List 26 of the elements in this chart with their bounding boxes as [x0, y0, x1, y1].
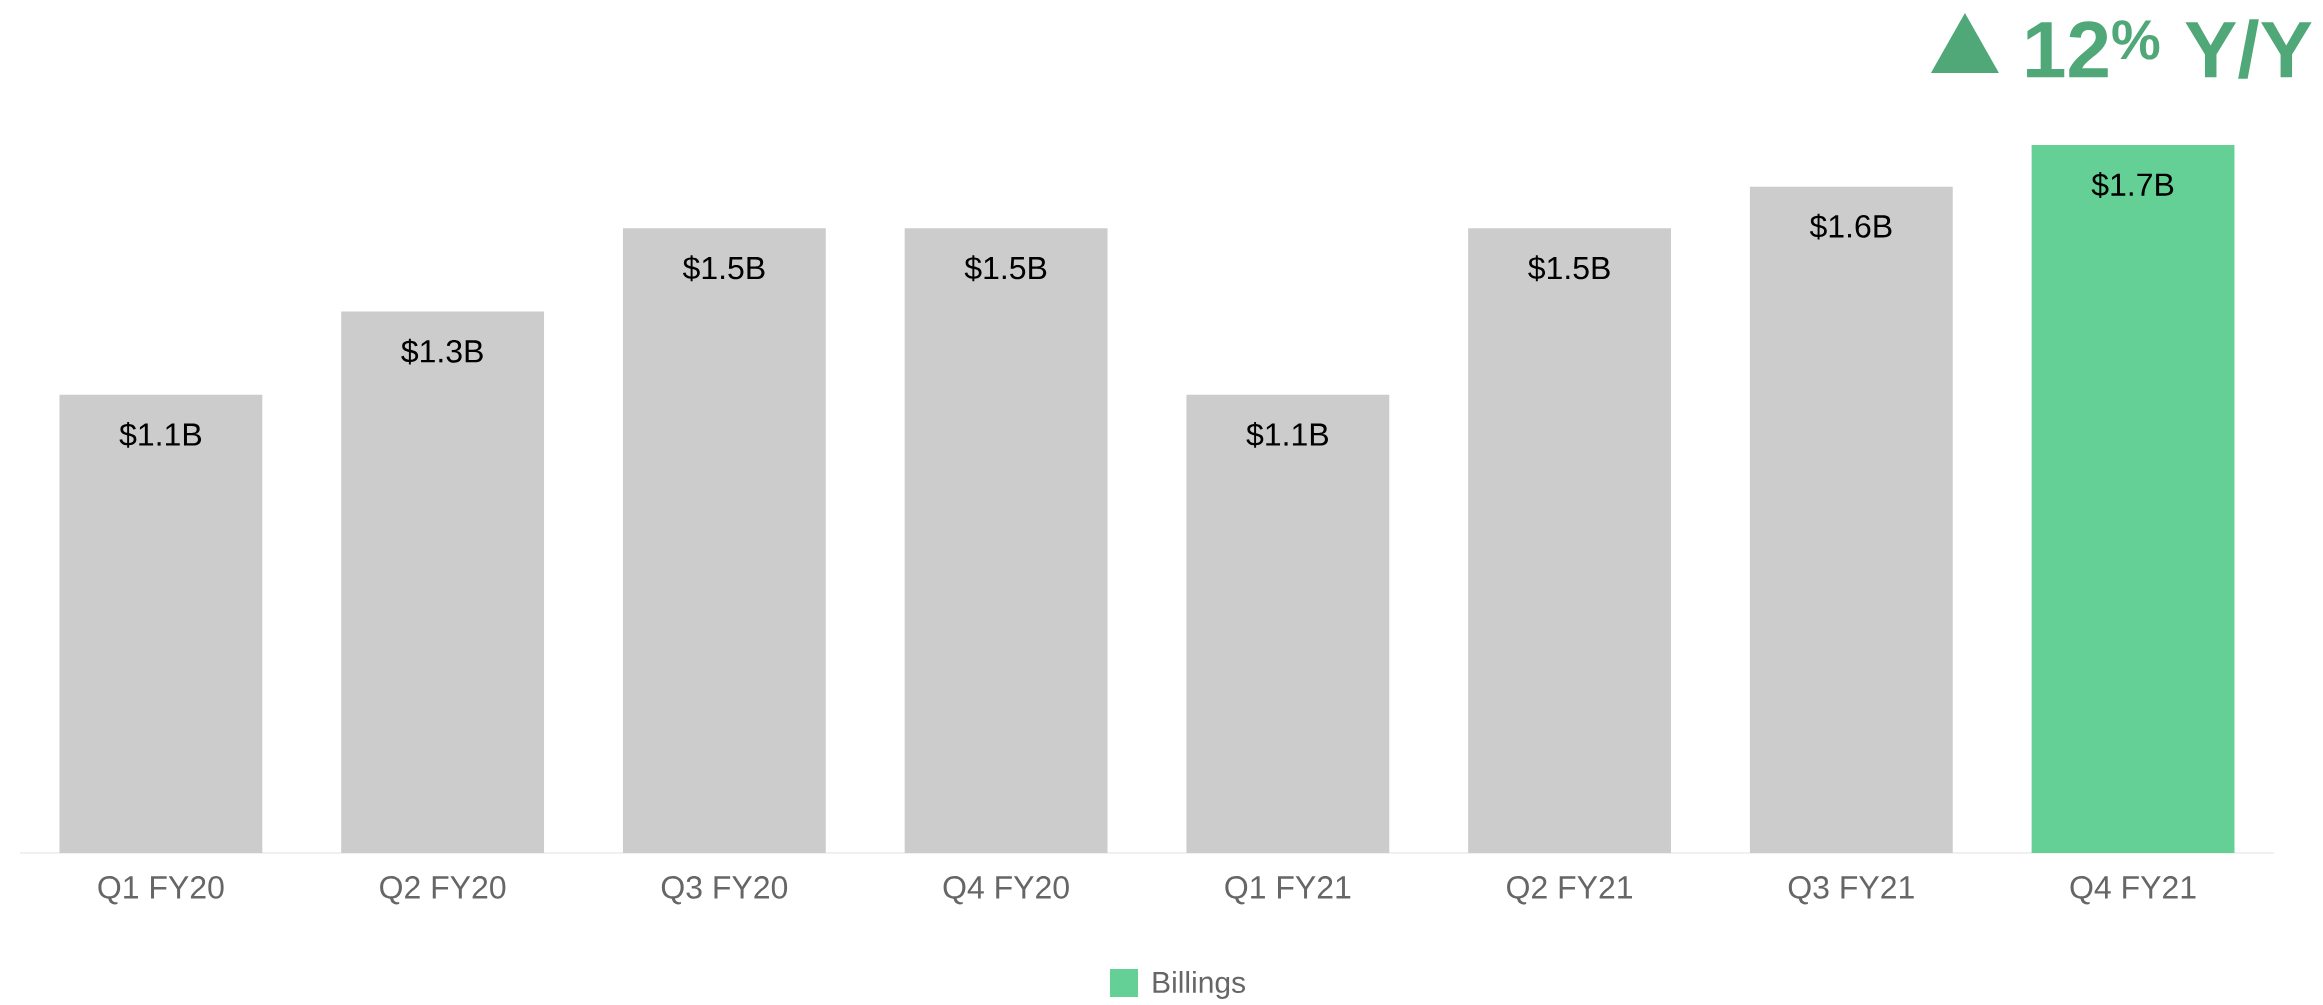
- data-label: $1.1B: [119, 421, 202, 448]
- data-label: $1.5B: [682, 255, 765, 282]
- bar: [2031, 144, 2235, 853]
- bar: [1749, 186, 1953, 853]
- data-label: $1.5B: [964, 255, 1047, 282]
- x-tick-label: Q1 FY20: [98, 876, 224, 905]
- bar: [622, 228, 826, 853]
- x-tick-label: Q3 FY21: [1788, 876, 1914, 905]
- x-tick-label: Q1 FY21: [1225, 876, 1351, 905]
- x-tick-label: Q4 FY20: [943, 876, 1069, 905]
- data-label: $1.5B: [1528, 255, 1610, 282]
- x-tick-label: Q4 FY21: [2070, 876, 2196, 905]
- x-tick-label: Q2 FY21: [1507, 876, 1632, 905]
- data-label: $1.1B: [1246, 421, 1328, 448]
- data-label: $1.3B: [401, 338, 483, 365]
- legend-label: Billings: [1153, 971, 1245, 999]
- bar: [59, 394, 263, 853]
- bar: [904, 228, 1108, 853]
- bar: [1186, 394, 1390, 853]
- data-label: $1.6B: [1809, 213, 1892, 240]
- text: 12$^{%}$ Y/Y: [2027, 19, 2312, 79]
- bar: [1468, 228, 1671, 853]
- data-label: $1.7B: [2091, 172, 2174, 198]
- x-tick-label: Q3 FY20: [661, 876, 788, 905]
- bar: [341, 311, 545, 853]
- x-tick-label: Q2 FY20: [380, 876, 506, 905]
